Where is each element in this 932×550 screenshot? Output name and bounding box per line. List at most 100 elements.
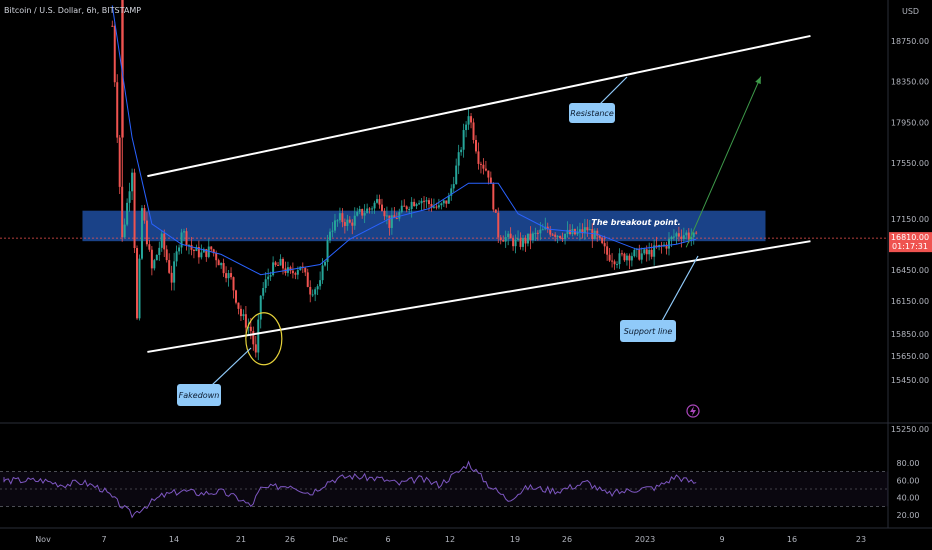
breakout-callout[interactable]: The breakout point. (591, 218, 680, 227)
candle-body-0 (111, 25, 114, 27)
candle-body-23 (168, 260, 171, 273)
candle-body-55 (247, 326, 250, 328)
candle-body-85 (321, 265, 324, 281)
rsi-line (3, 460, 697, 519)
projection-arrow[interactable] (685, 76, 762, 248)
candle-body-181 (559, 236, 562, 239)
candle-body-177 (549, 229, 552, 235)
support-line[interactable] (147, 240, 811, 353)
price-tick-3: 17550.00 (891, 159, 929, 168)
candle-body-124 (418, 203, 421, 205)
candle-body-106 (373, 202, 376, 209)
price-tick-7: 15850.00 (891, 330, 929, 339)
flash-icon[interactable] (686, 404, 700, 418)
candle-body-200 (606, 246, 609, 255)
resistance-callout[interactable]: Resistance (569, 76, 628, 123)
price-axis[interactable]: 18750.00 18350.00 17950.00 17550.00 17150.00… (891, 37, 929, 434)
candle-body-205 (618, 253, 621, 265)
candle-body-123 (415, 204, 418, 207)
candle-body-32 (190, 244, 193, 250)
time-axis[interactable]: Nov 7 14 21 26 Dec 6 12 19 26 2023 9 16 23 (35, 535, 866, 544)
candle-body-14 (145, 220, 148, 245)
candle-body-1 (113, 25, 116, 83)
candle-body-108 (378, 199, 381, 205)
candle-body-44 (220, 263, 223, 266)
time-tick-7: 12 (445, 535, 455, 544)
candle-body-169 (529, 233, 532, 241)
candle-body-113 (390, 215, 393, 228)
candle-body-39 (207, 246, 210, 257)
candle-body-25 (173, 261, 176, 283)
callouts: Resistance The breakout point. Support l… (177, 76, 699, 406)
candle-body-126 (423, 200, 426, 202)
resistance-label: Resistance (570, 109, 614, 118)
candle-body-230 (680, 236, 683, 239)
candle-body-5 (123, 224, 126, 238)
candle-body-213 (638, 248, 641, 260)
candle-body-152 (487, 170, 490, 178)
price-tick-6: 16150.00 (891, 297, 929, 306)
candle-body-33 (192, 249, 195, 251)
candle-body-57 (252, 331, 255, 345)
candle-body-42 (215, 253, 218, 261)
candle-body-40 (210, 246, 213, 250)
fakedown-callout[interactable]: Fakedown (177, 347, 252, 406)
candle-body-139 (455, 165, 458, 185)
candle-body-132 (437, 205, 440, 208)
fakedown-label: Fakedown (179, 391, 220, 400)
candle-body-151 (484, 168, 487, 171)
candle-body-65 (272, 262, 275, 276)
candle-body-26 (175, 251, 178, 262)
candle-body-105 (371, 208, 374, 210)
candle-body-31 (187, 244, 190, 246)
candle-body-29 (183, 231, 186, 233)
candle-body-17 (153, 260, 156, 269)
candle-body-160 (507, 233, 510, 238)
candle-body-37 (202, 249, 205, 253)
time-tick-3: 21 (236, 535, 246, 544)
candle-body-34 (195, 247, 198, 251)
rsi-axis[interactable]: 80.00 60.00 40.00 20.00 (897, 459, 920, 520)
rsi-tick-1: 60.00 (897, 476, 920, 485)
candle-body-82 (314, 289, 317, 295)
candle-body-53 (242, 314, 245, 317)
current-price-value: 16810.00 (891, 233, 929, 242)
breakout-label: The breakout point. (591, 218, 680, 227)
candle-body-41 (212, 249, 215, 254)
rsi-pane[interactable] (0, 424, 888, 528)
candle-body-225 (667, 239, 670, 249)
candle-body-9 (133, 172, 136, 249)
candle-body-216 (645, 249, 648, 255)
candle-body-174 (541, 229, 544, 231)
candle-body-97 (351, 222, 354, 226)
candle-body-183 (564, 233, 567, 240)
candle-body-163 (514, 239, 517, 247)
candle-body-98 (353, 215, 356, 226)
candle-body-112 (388, 215, 391, 228)
candle-body-137 (450, 188, 453, 196)
candle-body-220 (655, 245, 658, 248)
candle-body-120 (408, 208, 411, 210)
candle-body-20 (160, 233, 163, 248)
candle-body-146 (472, 122, 475, 140)
resistance-line[interactable] (147, 34, 811, 178)
candle-body-64 (269, 275, 272, 277)
price-tick-1: 18350.00 (891, 78, 929, 87)
time-tick-12: 16 (787, 535, 797, 544)
candle-body-89 (331, 230, 334, 232)
candle-body-35 (197, 247, 200, 258)
candle-body-61 (262, 288, 265, 296)
candle-body-199 (603, 243, 606, 247)
candle-body-161 (509, 233, 512, 239)
support-label: Support line (624, 327, 673, 336)
currency-label: USD (902, 7, 919, 16)
countdown-value: 01:17:31 (892, 242, 928, 251)
candle-body-204 (616, 264, 619, 266)
support-callout[interactable]: Support line (620, 255, 699, 342)
time-tick-2: 14 (169, 535, 179, 544)
candle-body-54 (244, 314, 247, 328)
rsi-tick-2: 40.00 (897, 494, 920, 503)
rsi-tick-0: 80.00 (897, 459, 920, 468)
fakedown-circle[interactable] (245, 312, 283, 366)
